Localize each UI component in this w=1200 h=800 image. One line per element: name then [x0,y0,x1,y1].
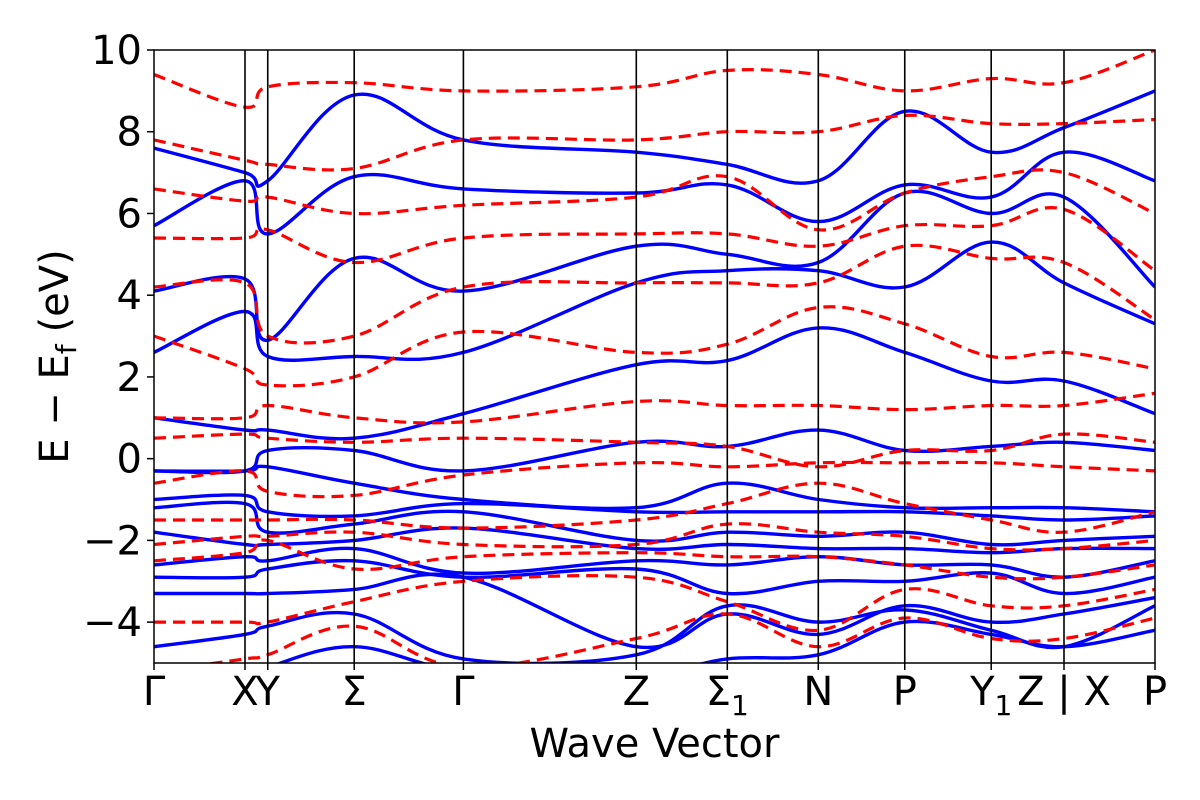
y-tick-label: 4 [117,273,142,319]
y-axis-label: E − Ef (eV) [32,249,83,464]
x-tick-label: Σ1 [706,669,749,722]
x-tick-label: Σ [342,669,367,715]
y-axis-label-subscript: f [50,343,83,354]
y-tick-label: 2 [117,355,142,401]
y-axis: −4 −2 0 2 4 6 8 10 [83,28,154,646]
x-tick-label: Γ [143,669,166,715]
x-axis: Γ XY Σ Γ Z Σ1 N P Y1 Z | X P [143,663,1167,722]
x-axis-label: Wave Vector [530,721,781,767]
x-tick-label: P [893,669,917,715]
x-tick-label: X [231,669,258,715]
y-tick-label: 8 [117,110,142,156]
high-symmetry-lines [244,50,1065,663]
y-axis-label-unit: (eV) [32,249,78,332]
y-tick-label: 6 [117,191,142,237]
x-tick-label: Z | X [1017,669,1111,715]
y-tick-label: −4 [83,600,142,646]
x-tick-label: Γ [452,669,475,715]
x-tick-label: Y [255,669,281,715]
x-tick-label: Z [623,669,650,715]
x-tick-label: Y1 [969,669,1012,722]
plot-frame [153,49,1156,664]
y-tick-label: −2 [83,518,142,564]
x-tick-label: P [1143,669,1167,715]
y-axis-label-main: E − E [32,354,78,464]
plot-area [153,49,1156,664]
y-tick-label: 10 [91,28,142,74]
y-tick-label: 0 [117,437,142,483]
x-tick-label: N [803,669,833,715]
